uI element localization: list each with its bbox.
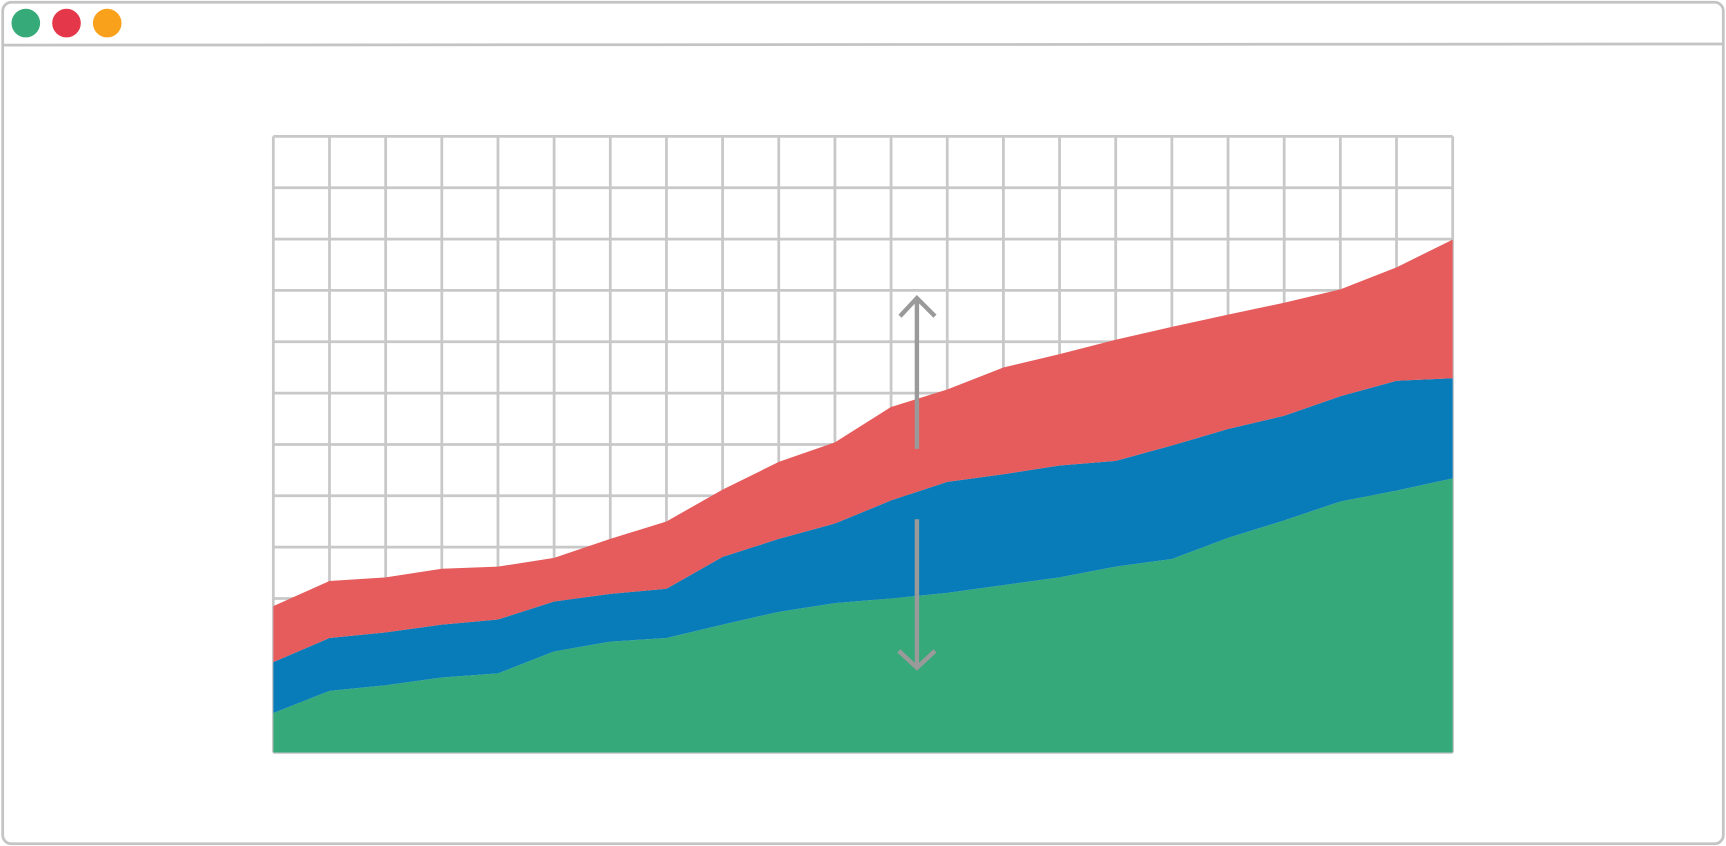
area	[273, 239, 1453, 663]
window-button-minimize[interactable]	[92, 8, 122, 38]
area	[273, 378, 1453, 713]
title-bar-divider	[2, 42, 1724, 47]
window-button-maximize[interactable]	[11, 8, 41, 38]
arrow-up-head	[898, 294, 937, 318]
window-button-close[interactable]	[52, 8, 81, 38]
arrow-down-head	[897, 649, 937, 671]
area	[273, 478, 1453, 753]
arrows	[897, 294, 937, 671]
chart	[271, 135, 1455, 754]
